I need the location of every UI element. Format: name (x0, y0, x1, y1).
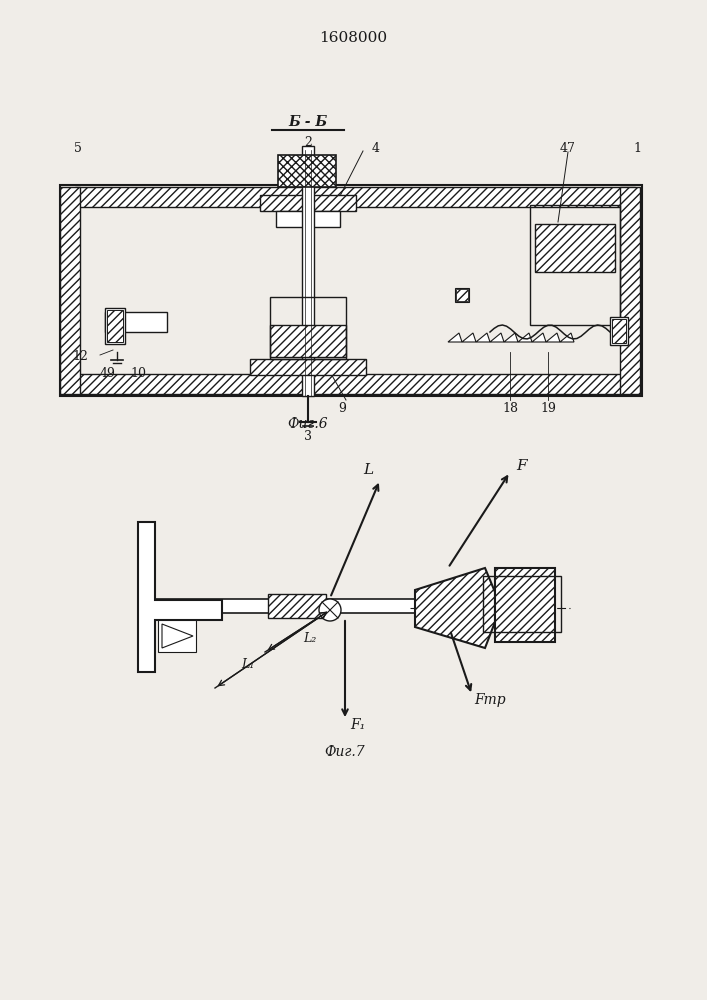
Bar (60, 185, 642, 396)
Bar (535, 224, 615, 272)
Polygon shape (504, 333, 518, 342)
Polygon shape (462, 333, 476, 342)
Bar (75, 187, 635, 207)
Bar (302, 146, 314, 396)
Bar (107, 310, 123, 342)
Bar (250, 359, 366, 375)
Text: 49: 49 (100, 367, 116, 380)
Text: 9: 9 (338, 402, 346, 415)
Bar (105, 308, 125, 344)
Bar (270, 325, 346, 357)
Bar (270, 297, 346, 359)
Bar (483, 576, 561, 632)
Text: 47: 47 (560, 141, 576, 154)
Bar (155, 599, 420, 613)
Text: 4: 4 (372, 141, 380, 154)
Text: 12: 12 (72, 351, 88, 363)
Bar (455, 288, 469, 302)
Bar (278, 155, 336, 187)
Text: 1608000: 1608000 (319, 31, 387, 45)
Bar (495, 568, 555, 642)
Bar (530, 205, 620, 325)
Bar (620, 187, 640, 394)
Text: Фиг.7: Фиг.7 (325, 745, 366, 759)
Text: 5: 5 (74, 141, 82, 154)
Polygon shape (138, 522, 222, 672)
Polygon shape (448, 333, 462, 342)
Text: F: F (517, 459, 527, 473)
Bar (75, 374, 635, 394)
Bar (60, 187, 80, 394)
Text: L: L (363, 463, 373, 477)
Polygon shape (162, 624, 193, 648)
Text: Б - Б: Б - Б (288, 115, 327, 129)
Text: 1: 1 (633, 141, 641, 154)
Polygon shape (415, 568, 495, 648)
Bar (276, 211, 340, 227)
Text: Фиг.6: Фиг.6 (288, 417, 328, 431)
Text: 19: 19 (540, 402, 556, 415)
Text: 2: 2 (304, 135, 312, 148)
Text: 3: 3 (304, 430, 312, 443)
Circle shape (319, 599, 341, 621)
Text: L₂: L₂ (303, 632, 317, 645)
Bar (612, 319, 626, 343)
Bar (268, 594, 326, 618)
Bar (260, 195, 356, 211)
Text: F₁: F₁ (351, 718, 366, 732)
Text: 18: 18 (502, 402, 518, 415)
Bar (456, 289, 468, 301)
Bar (158, 620, 196, 652)
Bar (105, 312, 167, 332)
Polygon shape (518, 333, 532, 342)
Text: L₁: L₁ (241, 658, 255, 672)
Polygon shape (490, 333, 504, 342)
Polygon shape (560, 333, 574, 342)
Polygon shape (532, 333, 546, 342)
Text: 10: 10 (130, 367, 146, 380)
Text: Fтр: Fтр (474, 693, 506, 707)
Bar (610, 317, 628, 345)
Polygon shape (546, 333, 560, 342)
Polygon shape (476, 333, 490, 342)
